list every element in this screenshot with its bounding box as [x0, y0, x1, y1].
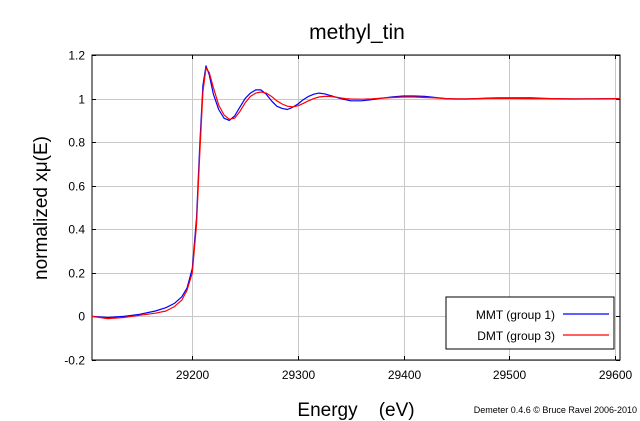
legend-box [445, 296, 615, 350]
y-axis-title: normalized xμ(E) [31, 136, 52, 280]
series-lines [91, 65, 621, 320]
credit-text: Demeter 0.4.6 © Bruce Ravel 2006-2010 [474, 405, 637, 415]
series-line-dmt [91, 67, 621, 320]
y-tick-label: 0.8 [68, 136, 85, 150]
x-tick-label: 29200 [176, 368, 210, 382]
legend-label-mmt: MMT (group 1) [476, 308, 555, 322]
y-tick-label: 0.4 [68, 223, 85, 237]
x-axis-title: Energy (eV) [297, 400, 414, 421]
x-tick-label: 29500 [493, 368, 527, 382]
x-tick-label: 29600 [599, 368, 633, 382]
y-tick-label: 1.2 [68, 49, 85, 63]
legend-label-dmt: DMT (group 3) [477, 329, 555, 343]
x-tick-label: 29300 [282, 368, 316, 382]
chart-title: methyl_tin [309, 21, 405, 44]
y-tick-label: 0.2 [68, 267, 85, 281]
x-tick-label: 29400 [388, 368, 422, 382]
y-tick-label: 1 [78, 93, 85, 107]
y-tick-label: 0.6 [68, 180, 85, 194]
legend: MMT (group 1) DMT (group 3) [445, 296, 615, 350]
y-tick-label: 0 [78, 310, 85, 324]
y-tick-label: -0.2 [64, 354, 85, 368]
axis-ticks: 29200 29300 29400 29500 29600 -0.2 0 0.2 0.4 0.6 0… [64, 49, 632, 383]
plot-frame [91, 54, 621, 361]
